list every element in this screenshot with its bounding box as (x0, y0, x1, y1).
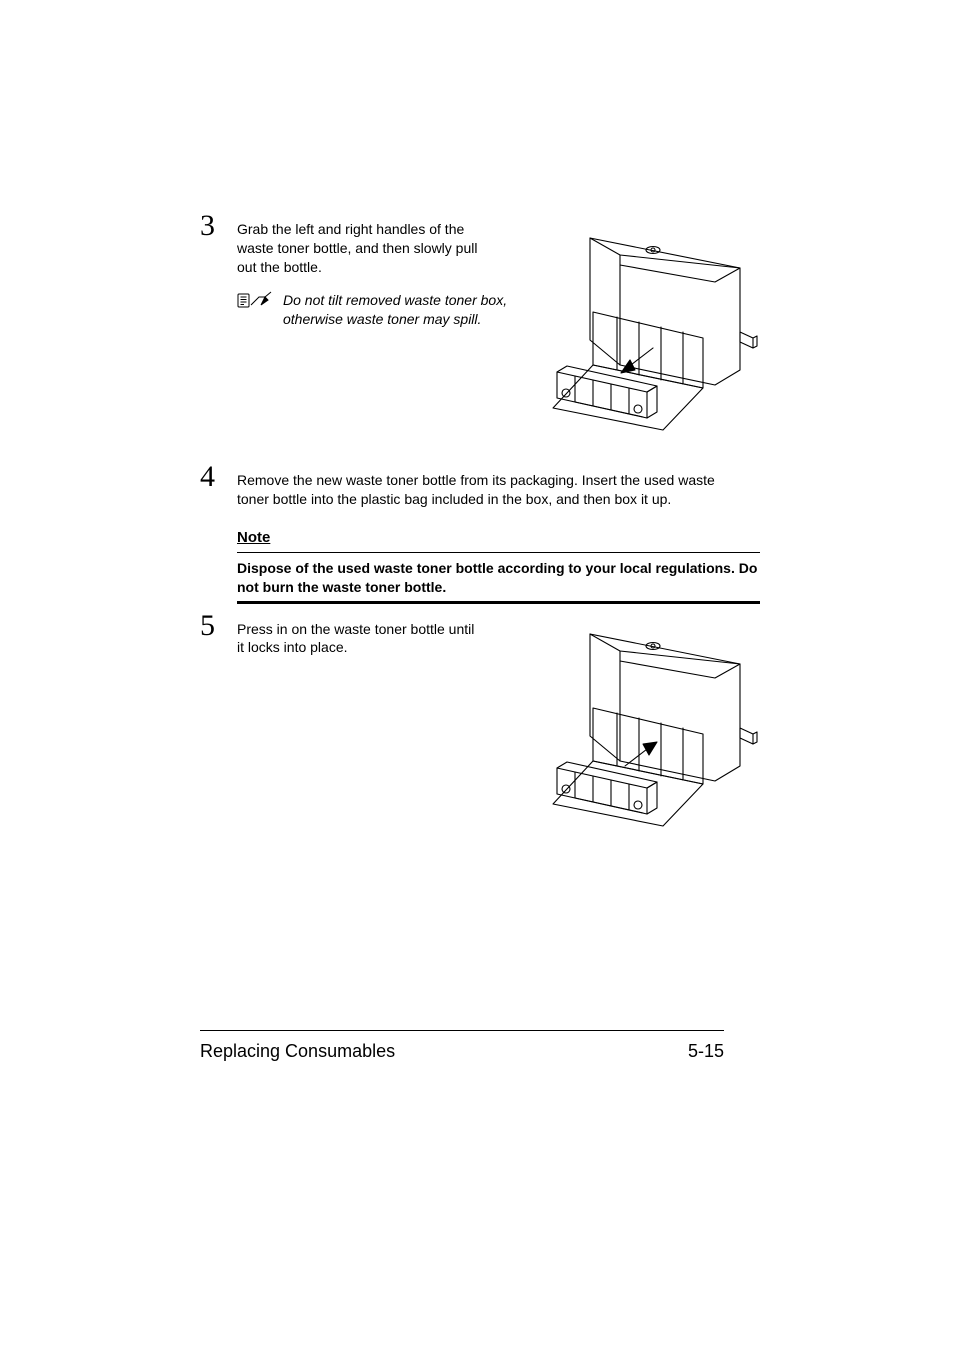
step-4-number: 4 (200, 462, 215, 492)
footer-section-title: Replacing Consumables (200, 1041, 395, 1062)
printer-diagram-icon (535, 616, 765, 841)
printer-diagram-icon (535, 220, 765, 445)
step-3-text: Grab the left and right handles of the w… (237, 220, 481, 277)
step-3-illustration (535, 220, 765, 445)
note-hand-icon (237, 291, 273, 309)
page-footer: Replacing Consumables 5-15 (200, 1030, 724, 1062)
note-top-rule (237, 552, 760, 553)
step-5-number: 5 (200, 611, 215, 641)
footer-page-number: 5-15 (688, 1041, 724, 1062)
note-bottom-rule (237, 601, 760, 604)
step-5-illustration (535, 616, 765, 841)
footer-rule (200, 1030, 724, 1031)
step-4-text: Remove the new waste toner bottle from i… (237, 471, 722, 509)
note-text: Dispose of the used waste toner bottle a… (237, 559, 760, 597)
step-3-tip-text: Do not tilt removed waste toner box, oth… (283, 291, 527, 329)
step-3-number: 3 (200, 211, 215, 241)
note-label: Note (237, 529, 760, 550)
note-block: Note Dispose of the used waste toner bot… (237, 529, 760, 604)
step-4: 4 Remove the new waste toner bottle from… (200, 471, 760, 509)
step-3-tip: Do not tilt removed waste toner box, oth… (237, 291, 527, 329)
step-5-text: Press in on the waste toner bottle until… (237, 620, 481, 658)
